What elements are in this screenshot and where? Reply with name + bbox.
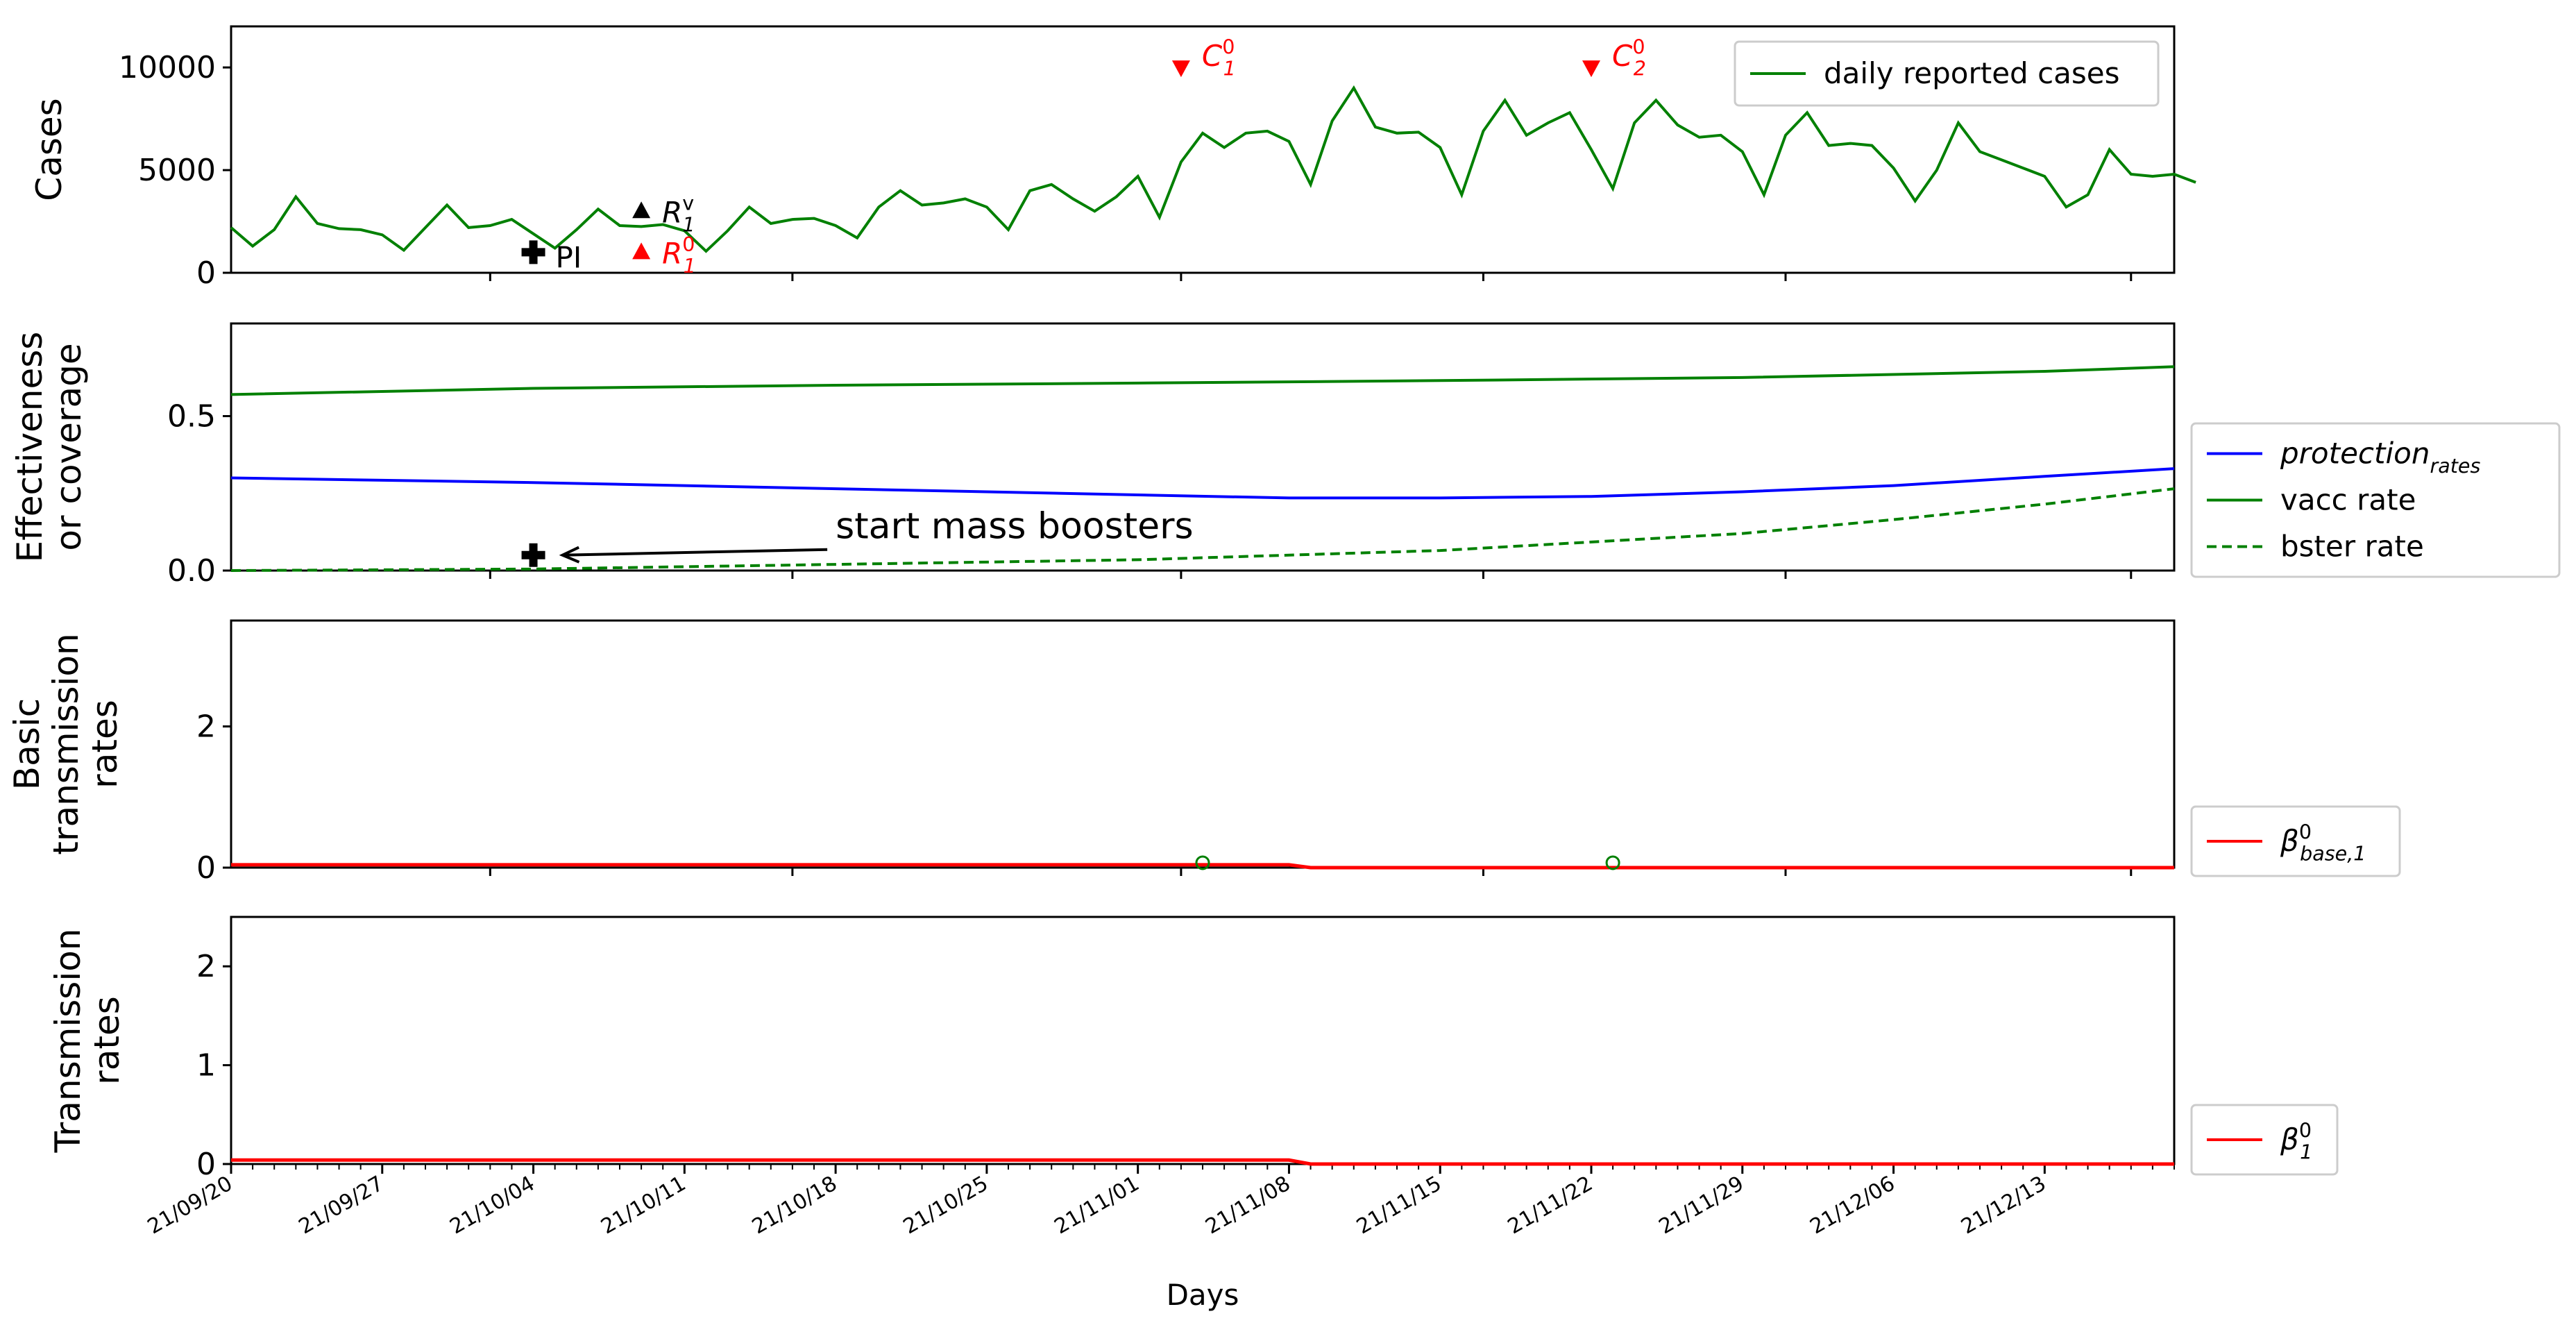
y-tick-label: 0 [196,1147,216,1182]
y-tick-label: 10000 [119,50,216,85]
y-tick-label: 2 [196,709,216,745]
y-axis-label: Effectiveness [10,332,50,563]
y-tick-label: 0.5 [167,399,216,435]
y-tick-label: 2 [196,949,216,984]
legend-label: β0 1 [2280,1118,2312,1163]
y-axis-label: rates [87,996,127,1085]
legend-label: vacc rate [2280,483,2416,517]
x-axis-label: Days [1167,1278,1239,1312]
y-axis-label: rates [85,700,125,789]
y-axis-label: or coverage [49,343,89,550]
annotation-label: C0 1 [1202,35,1236,81]
legend-label: β0 base,1 [2280,820,2366,865]
annotation-label: R0 1 [662,233,696,278]
axes-frame [230,619,2176,869]
legend-label: daily reported cases [1824,56,2120,90]
legend-box [2190,1104,2339,1176]
y-tick-label: 5000 [138,153,216,188]
plus-marker [521,543,545,567]
y-axis-label: transmission [46,633,86,854]
triangle-up-marker [632,201,651,219]
annotation-label: PI [556,240,582,274]
y-tick-label: 0.0 [167,553,216,589]
series-line-1 [231,1158,2174,1166]
y-tick-label: 0 [196,255,216,291]
legend: β0 base,1 [2190,805,2401,877]
marker-circle [1605,855,1620,870]
y-tick-label: 1 [196,1048,216,1084]
annotation-arrow [562,548,828,557]
series-line-2 [230,365,2175,396]
annotation-label: C0 2 [1612,35,1646,81]
triangle-up-marker [632,242,651,260]
marker-circle [1195,855,1210,870]
plus-marker [521,240,545,264]
annotation-label: Rv 1 [662,192,695,237]
axes-frame [230,25,2176,274]
series-line-1 [230,467,2175,500]
panel-1: 0 5000 10000 Cases PI Rv 1R0 1 C0 1 C0 2 daily repor… [29,25,2196,291]
legend-box [2190,805,2401,877]
annotation-label: start mass boosters [836,506,1193,548]
y-axis-label: Transmission [48,929,88,1154]
axes-frame [230,322,2176,572]
legend-label: protectionrates [2280,437,2480,478]
chart-root: 0 5000 10000 Cases PI Rv 1R0 1 C0 1 C0 2 daily repor… [7,25,2561,1239]
legend: protectionrates vacc rate bster rate [2190,422,2561,578]
y-axis-label: Cases [29,98,69,201]
series-line-3 [230,487,2175,572]
annotation-arrowhead [559,546,580,564]
legend-box [2190,422,2561,578]
triangle-down-marker [1171,60,1190,78]
series-line-1 [230,85,2196,253]
y-tick-label: 0 [196,850,216,886]
legend: β0 1 [2190,1104,2339,1176]
legend-label: bster rate [2280,530,2424,564]
y-axis-label: Basic [7,698,47,790]
triangle-down-marker [1582,60,1600,78]
series-line-1 [231,863,2174,870]
legend-box [1734,40,2160,107]
legend: daily reported cases [1734,40,2160,107]
